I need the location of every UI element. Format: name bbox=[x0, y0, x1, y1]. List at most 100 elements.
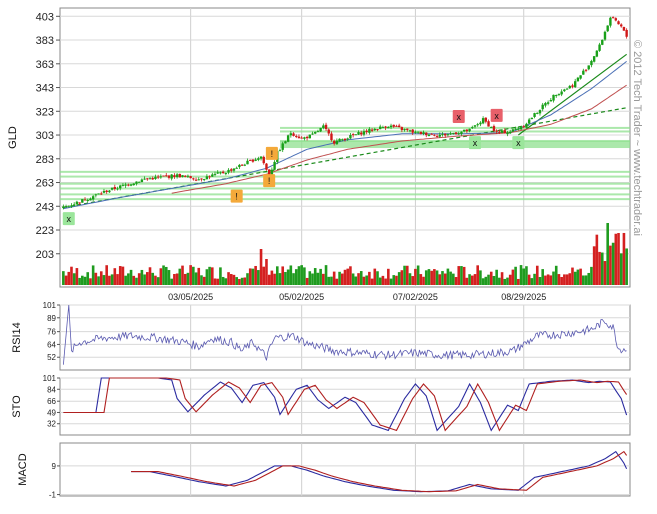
volume-bar bbox=[378, 277, 382, 285]
signal-label: x bbox=[494, 111, 499, 121]
volume-bar bbox=[538, 276, 542, 285]
candle-body bbox=[322, 125, 325, 128]
candle-body bbox=[249, 159, 252, 161]
candle-body bbox=[622, 27, 626, 31]
volume-bar bbox=[262, 266, 266, 285]
volume-bar bbox=[205, 269, 209, 285]
x-tick-label: 03/05/2025 bbox=[168, 292, 213, 302]
volume-bar bbox=[582, 275, 585, 285]
volume-bar bbox=[146, 272, 149, 285]
candle-body bbox=[576, 77, 580, 82]
candle-body bbox=[606, 25, 609, 32]
volume-bar bbox=[498, 277, 501, 285]
candle-body bbox=[159, 176, 163, 178]
y-tick-label: 101 bbox=[43, 374, 57, 383]
volume-bar bbox=[313, 268, 317, 285]
pane-frame bbox=[59, 377, 631, 436]
candle-body bbox=[349, 135, 352, 139]
volume-bar bbox=[240, 277, 244, 285]
support-level bbox=[280, 130, 630, 133]
candle-body bbox=[419, 131, 423, 135]
candle-body bbox=[170, 174, 173, 179]
candle-body bbox=[295, 135, 298, 137]
volume-bar bbox=[97, 276, 100, 285]
volume-bar bbox=[590, 266, 593, 285]
volume-bar bbox=[362, 276, 366, 285]
volume-bar bbox=[322, 273, 325, 285]
volume-bar bbox=[405, 265, 409, 285]
sto-pane: 101 84 66 49 32 STO bbox=[11, 374, 631, 436]
candle-body bbox=[592, 56, 596, 62]
candle-body bbox=[544, 103, 547, 106]
signal-box bbox=[263, 174, 276, 188]
volume-bar bbox=[300, 265, 303, 285]
candle-body bbox=[365, 130, 368, 133]
volume-bar bbox=[500, 272, 504, 285]
volume-bar bbox=[600, 252, 604, 285]
candle-body bbox=[473, 125, 477, 127]
y-tick-label: 76 bbox=[47, 328, 56, 337]
candle-body bbox=[151, 178, 154, 180]
candle-body bbox=[97, 193, 100, 195]
candle-body bbox=[146, 178, 149, 180]
candle-body bbox=[625, 29, 628, 37]
volume-bar bbox=[446, 268, 450, 285]
pane-frame bbox=[59, 442, 631, 497]
volume-bar bbox=[619, 253, 623, 285]
rsi-pane: 101 89 76 64 52 RSI14 bbox=[11, 301, 631, 371]
volume-bar bbox=[308, 271, 312, 285]
candle-body bbox=[406, 128, 409, 130]
y-tick-label: 323 bbox=[36, 106, 54, 118]
volume-bar bbox=[419, 274, 423, 285]
volume-bar bbox=[389, 278, 393, 285]
candle-body bbox=[527, 119, 531, 124]
candle-body bbox=[446, 134, 450, 136]
volume-bar bbox=[137, 273, 141, 285]
volume-bar bbox=[129, 269, 133, 285]
candle-body bbox=[289, 133, 293, 136]
candle-body bbox=[227, 169, 230, 173]
volume-bar bbox=[89, 278, 92, 285]
candle-body bbox=[286, 135, 290, 142]
candle-body bbox=[395, 125, 398, 127]
y-tick-label: 263 bbox=[36, 178, 54, 190]
volume-bar bbox=[151, 272, 155, 285]
candle-body bbox=[246, 160, 249, 165]
candle-body bbox=[351, 134, 355, 136]
candle-body bbox=[154, 176, 157, 180]
candle-body bbox=[479, 122, 482, 125]
candle-body bbox=[221, 171, 225, 174]
candle-body bbox=[105, 190, 108, 192]
volume-bar bbox=[433, 269, 436, 285]
volume-bar bbox=[511, 269, 515, 285]
candle-body bbox=[490, 126, 493, 128]
candle-body bbox=[167, 175, 171, 178]
candle-body bbox=[517, 128, 520, 130]
volume-bar bbox=[148, 267, 152, 285]
macd-pane: 9 -1 MACD bbox=[17, 442, 631, 500]
volume-bar bbox=[194, 272, 198, 285]
candle-body bbox=[400, 127, 404, 131]
volume-bar bbox=[178, 268, 182, 285]
volume-bar bbox=[246, 273, 249, 285]
volume-bar bbox=[343, 269, 347, 285]
candle-body bbox=[549, 100, 553, 102]
volume-bar bbox=[519, 265, 523, 285]
volume-bar bbox=[330, 276, 333, 285]
signal-box bbox=[452, 110, 465, 124]
candle-body bbox=[425, 132, 428, 136]
candle-body bbox=[75, 201, 79, 205]
candle-body bbox=[281, 143, 284, 150]
volume-bar bbox=[316, 272, 320, 285]
volume-bar bbox=[94, 272, 98, 285]
volume-bar bbox=[132, 275, 136, 285]
candle-body bbox=[67, 205, 70, 207]
volume-bar bbox=[381, 275, 385, 285]
y-tick-label: 64 bbox=[47, 340, 56, 349]
candle-body bbox=[262, 156, 265, 164]
volume-bar bbox=[435, 270, 439, 285]
candle-body bbox=[135, 181, 138, 184]
candle-body bbox=[332, 140, 336, 144]
y-tick-label: 343 bbox=[36, 83, 54, 95]
volume-bar bbox=[248, 268, 252, 285]
